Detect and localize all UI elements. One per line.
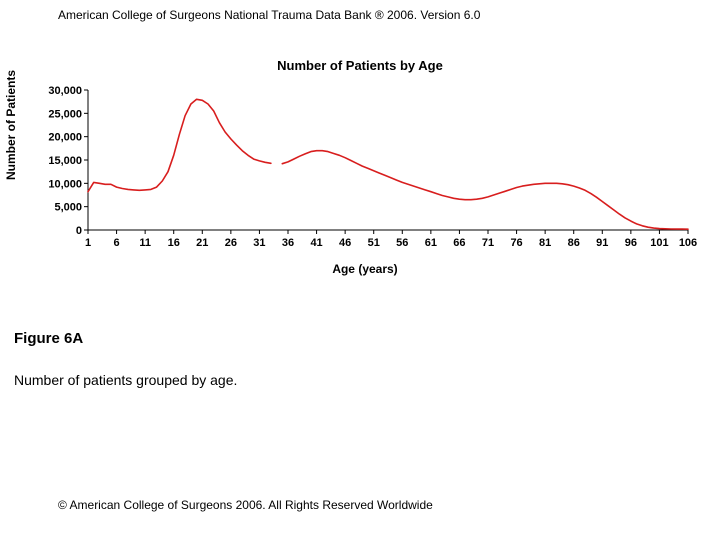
svg-text:25,000: 25,000 bbox=[48, 108, 82, 120]
svg-text:96: 96 bbox=[625, 237, 637, 249]
svg-text:1: 1 bbox=[85, 237, 91, 249]
svg-text:51: 51 bbox=[368, 237, 380, 249]
svg-text:5,000: 5,000 bbox=[54, 202, 82, 214]
svg-text:20,000: 20,000 bbox=[48, 132, 82, 144]
svg-text:31: 31 bbox=[253, 237, 265, 249]
svg-text:0: 0 bbox=[76, 225, 82, 237]
svg-text:41: 41 bbox=[310, 237, 322, 249]
svg-text:6: 6 bbox=[114, 237, 120, 249]
svg-text:81: 81 bbox=[539, 237, 551, 249]
svg-text:36: 36 bbox=[282, 237, 294, 249]
figure-caption: Number of patients grouped by age. bbox=[14, 372, 237, 388]
svg-text:16: 16 bbox=[168, 237, 180, 249]
svg-text:10,000: 10,000 bbox=[48, 178, 82, 190]
figure-label: Figure 6A bbox=[14, 330, 83, 347]
svg-text:11: 11 bbox=[139, 237, 151, 249]
chart-title: Number of Patients by Age bbox=[0, 58, 720, 73]
chart-area: 05,00010,00015,00020,00025,00030,0001611… bbox=[30, 80, 700, 270]
svg-text:46: 46 bbox=[339, 237, 351, 249]
svg-text:26: 26 bbox=[225, 237, 237, 249]
svg-text:91: 91 bbox=[596, 237, 608, 249]
svg-text:21: 21 bbox=[196, 237, 208, 249]
svg-text:71: 71 bbox=[482, 237, 494, 249]
y-axis-label: Number of Patients bbox=[4, 30, 18, 220]
svg-text:106: 106 bbox=[679, 237, 697, 249]
svg-text:15,000: 15,000 bbox=[48, 155, 82, 167]
footer-text: © American College of Surgeons 2006. All… bbox=[58, 498, 433, 512]
line-chart-svg: 05,00010,00015,00020,00025,00030,0001611… bbox=[30, 80, 700, 260]
svg-text:66: 66 bbox=[453, 237, 465, 249]
svg-text:76: 76 bbox=[510, 237, 522, 249]
svg-text:56: 56 bbox=[396, 237, 408, 249]
x-axis-label: Age (years) bbox=[30, 262, 700, 276]
svg-text:61: 61 bbox=[425, 237, 437, 249]
svg-text:86: 86 bbox=[568, 237, 580, 249]
svg-text:101: 101 bbox=[650, 237, 668, 249]
svg-text:30,000: 30,000 bbox=[48, 85, 82, 97]
header-text: American College of Surgeons National Tr… bbox=[58, 8, 480, 22]
